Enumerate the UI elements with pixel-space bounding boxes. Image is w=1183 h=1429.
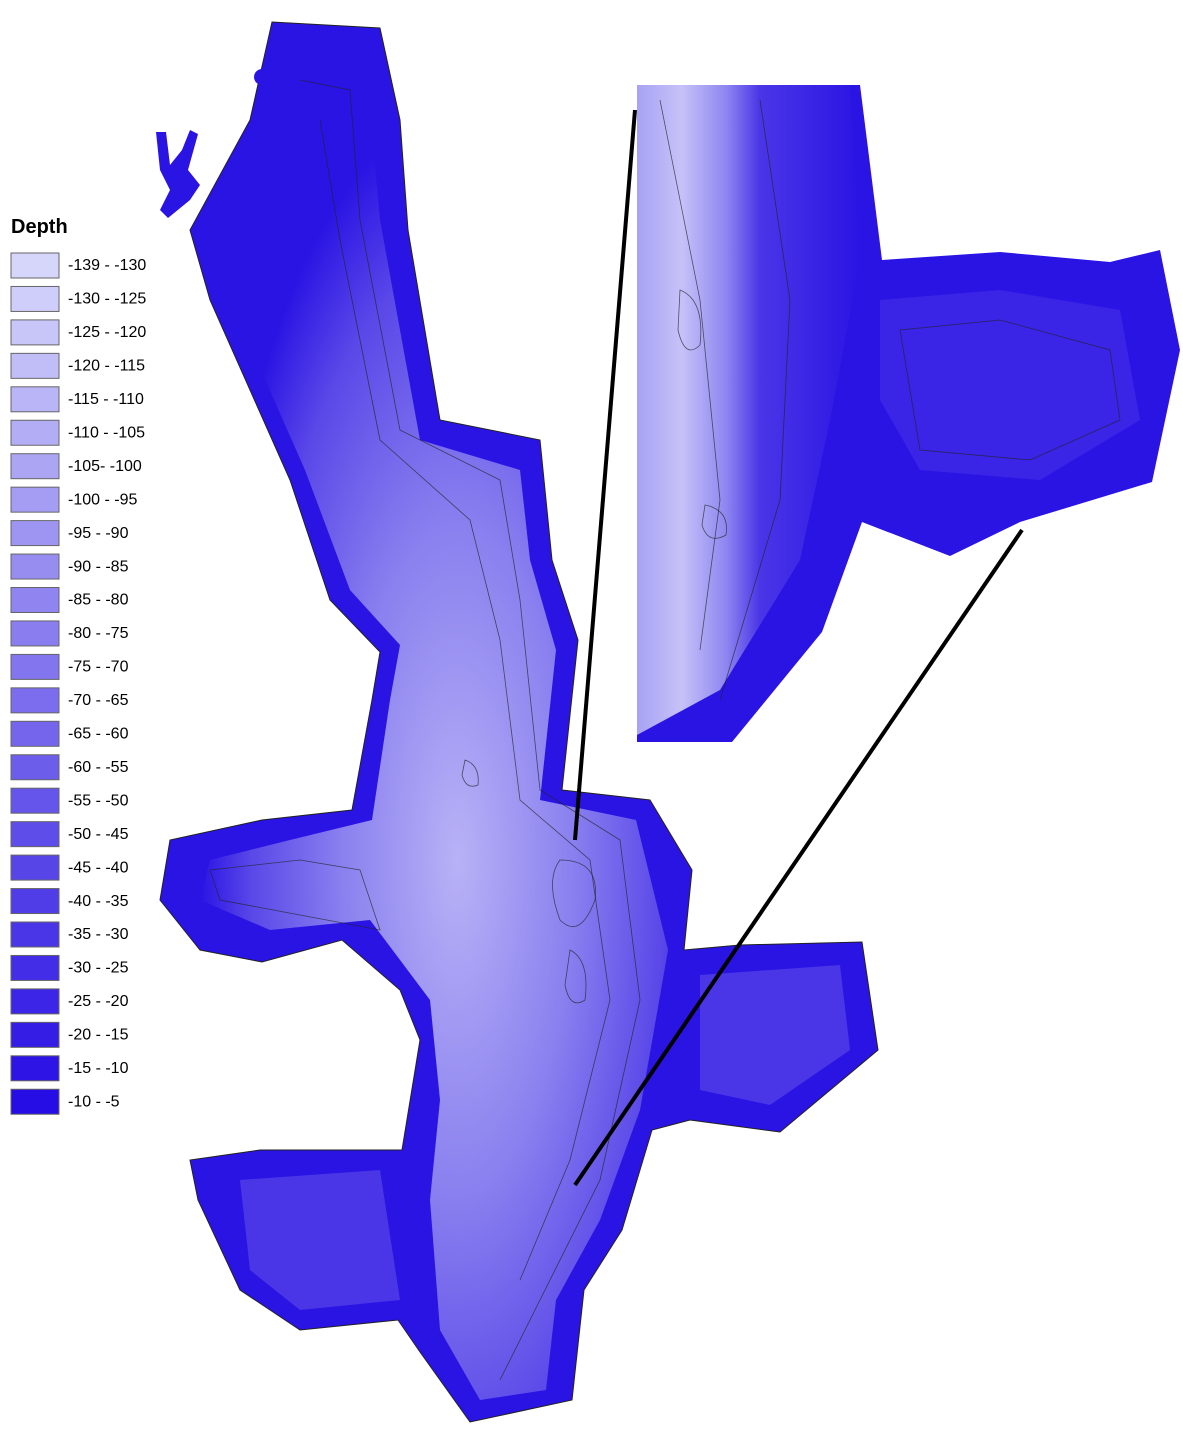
legend-label: -10 - -5 <box>68 1093 120 1110</box>
legend-swatch <box>11 688 59 713</box>
legend-swatch <box>11 521 59 546</box>
legend-swatch <box>11 1022 59 1047</box>
inlet <box>156 130 200 218</box>
legend-label: -55 - -50 <box>68 792 129 809</box>
legend-swatch <box>11 989 59 1014</box>
legend-label: -125 - -120 <box>68 324 146 341</box>
legend-swatch <box>11 454 59 479</box>
zoom-line <box>575 110 635 840</box>
legend-label: -65 - -60 <box>68 726 129 743</box>
page: Depth -139 - -130-130 - -125-125 - -120-… <box>0 0 1183 1429</box>
legend-swatch <box>11 387 59 412</box>
legend-swatch <box>11 721 59 746</box>
legend-label: -80 - -75 <box>68 625 129 642</box>
legend-swatch <box>11 889 59 914</box>
legend-swatch <box>11 253 59 278</box>
legend-swatch <box>11 788 59 813</box>
legend-label: -110 - -105 <box>68 424 145 441</box>
inset <box>637 85 1180 742</box>
legend-swatch <box>11 621 59 646</box>
legend-swatch <box>11 487 59 512</box>
legend-label: -105- -100 <box>68 458 142 475</box>
legend-swatch <box>11 755 59 780</box>
legend-label: -130 - -125 <box>68 291 146 308</box>
legend-label: -85 - -80 <box>68 592 129 609</box>
legend-swatch <box>11 1089 59 1114</box>
legend-label: -40 - -35 <box>68 893 129 910</box>
legend-swatch <box>11 654 59 679</box>
legend-label: -75 - -70 <box>68 659 129 676</box>
legend-label: -70 - -65 <box>68 692 129 709</box>
legend-label: -20 - -15 <box>68 1027 129 1044</box>
legend-label: -60 - -55 <box>68 759 129 776</box>
legend-swatch <box>11 286 59 311</box>
legend-swatch <box>11 420 59 445</box>
legend-label: -95 - -90 <box>68 525 129 542</box>
legend-label: -50 - -45 <box>68 826 129 843</box>
legend-swatch <box>11 353 59 378</box>
legend-label: -115 - -110 <box>68 391 144 408</box>
legend-label: -15 - -10 <box>68 1060 129 1077</box>
legend-swatch <box>11 855 59 880</box>
legend-swatch <box>11 922 59 947</box>
inset-deep <box>637 85 860 735</box>
legend-swatch <box>11 588 59 613</box>
legend-label: -90 - -85 <box>68 558 129 575</box>
legend-label: -45 - -40 <box>68 859 129 876</box>
islet <box>254 69 270 85</box>
legend-swatch <box>11 955 59 980</box>
legend-swatch <box>11 320 59 345</box>
legend: -139 - -130 -130 - -125 -125 - -120 -120 - … <box>11 253 146 1114</box>
legend-label: -100 - -95 <box>68 491 137 508</box>
legend-swatch <box>11 822 59 847</box>
map: Depth -139 - -130-130 - -125-125 - -120-… <box>0 0 1183 1429</box>
legend-title: Depth <box>11 216 68 238</box>
legend-label: -25 - -20 <box>68 993 129 1010</box>
legend-label: -30 - -25 <box>68 960 129 977</box>
legend-label: -35 - -30 <box>68 926 129 943</box>
legend-swatch <box>11 1056 59 1081</box>
legend-swatch <box>11 554 59 579</box>
legend-label: -139 - -130 <box>68 257 146 274</box>
legend-label: -120 - -115 <box>68 358 145 375</box>
